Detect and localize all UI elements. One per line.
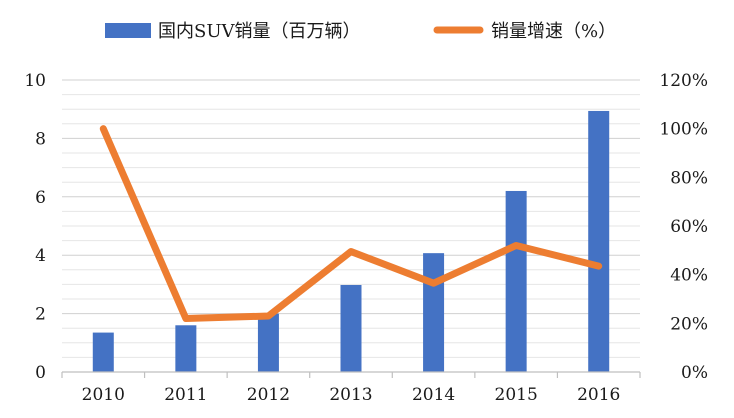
right-tick-label: 120% <box>659 71 708 91</box>
x-tick-label-2014: 2014 <box>412 385 455 405</box>
right-tick-label: 20% <box>670 314 708 334</box>
x-tick-label-2016: 2016 <box>577 385 620 405</box>
bar-2014 <box>423 253 445 372</box>
line-series <box>99 125 603 322</box>
x-tick-label-2012: 2012 <box>247 385 290 405</box>
grid <box>62 79 640 373</box>
left-tick-label: 4 <box>35 246 46 266</box>
left-tick-label: 10 <box>24 71 46 91</box>
bar-2012 <box>257 313 279 372</box>
bar-2015 <box>505 190 527 372</box>
legend-label-line: 销量增速（%） <box>491 21 616 42</box>
x-tick-label-2011: 2011 <box>164 385 207 405</box>
bar-2016 <box>588 110 610 373</box>
left-tick-label: 6 <box>35 188 46 208</box>
bar-2011 <box>175 325 197 372</box>
right-tick-label: 60% <box>670 217 708 237</box>
right-tick-label: 40% <box>670 266 708 286</box>
x-tick-label-2015: 2015 <box>495 385 538 405</box>
x-tick-label-2013: 2013 <box>329 385 372 405</box>
legend-swatch-bar <box>105 23 151 38</box>
bar-series <box>92 110 610 373</box>
right-tick-label: 80% <box>670 168 708 188</box>
legend-label-bar: 国内SUV销量（百万辆） <box>158 21 361 42</box>
left-tick-label: 0 <box>35 363 46 383</box>
right-tick-label: 100% <box>659 120 708 140</box>
legend: 国内SUV销量（百万辆） 销量增速（%） <box>105 21 616 42</box>
bar-2013 <box>340 284 362 372</box>
x-axis: 2010 2011 2012 2013 2014 2015 2016 <box>61 371 641 405</box>
left-tick-label: 2 <box>35 305 46 325</box>
right-axis: 0% 20% 40% 60% 80% 100% 120% <box>659 71 708 383</box>
left-tick-label: 8 <box>35 129 46 149</box>
bar-2010 <box>92 332 114 372</box>
left-axis: 0 2 4 6 8 10 <box>24 71 46 383</box>
x-tick-label-2010: 2010 <box>82 385 125 405</box>
right-tick-label: 0% <box>681 363 708 383</box>
